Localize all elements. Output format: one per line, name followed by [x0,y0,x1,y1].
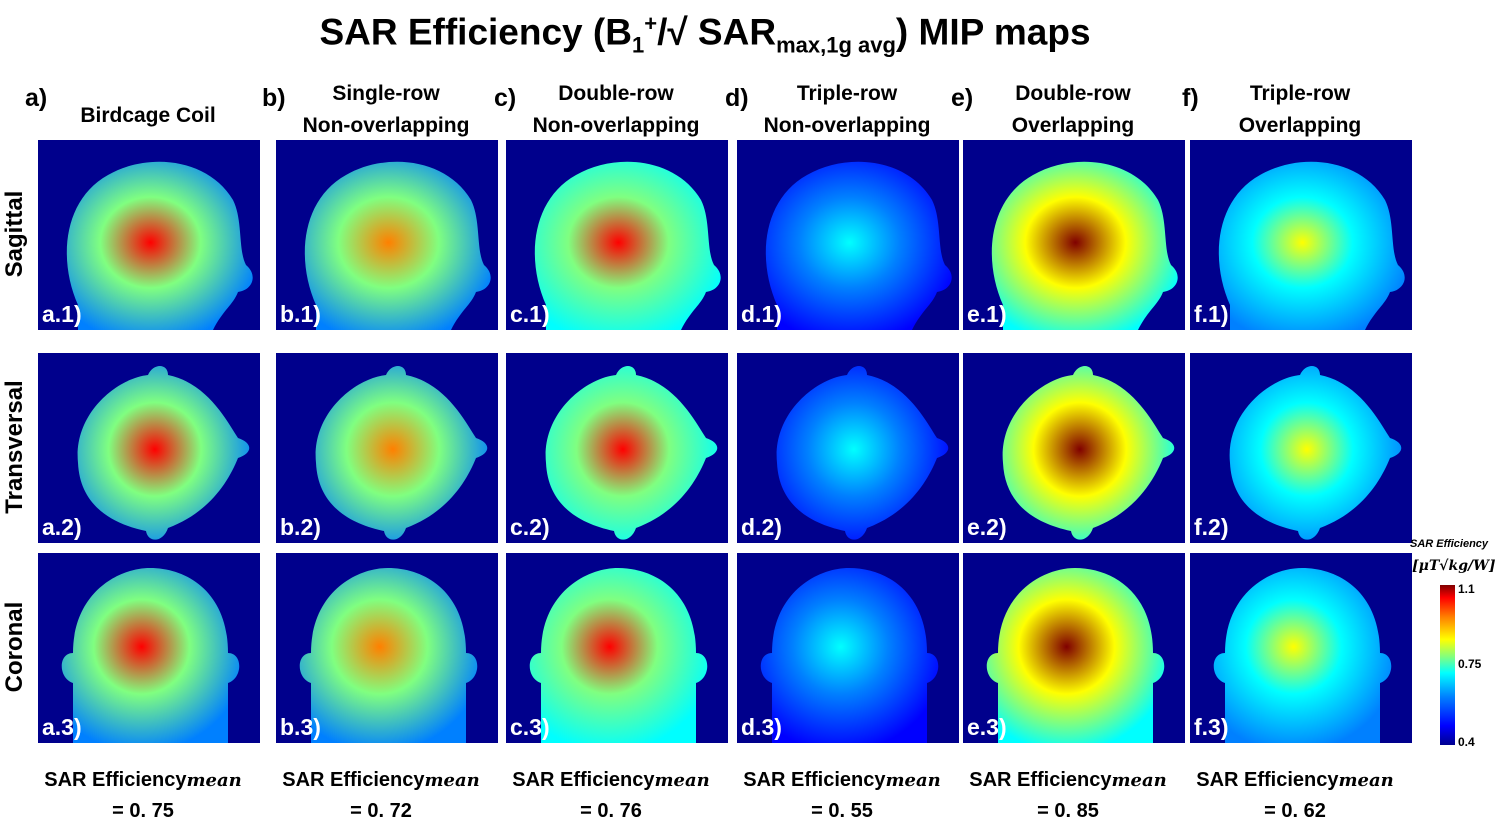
heatmap-head-region [760,568,939,743]
heatmap-head-region [77,366,250,540]
heatmap-panel: a.2) [38,353,260,543]
heatmap-head-region [1213,568,1392,743]
column-title: Triple-row Overlapping [1238,82,1362,137]
mean-sar-efficiency: SAR Efficiencymean = 0. 85 [969,769,1167,822]
heatmap-panel: f.3) [1190,553,1412,743]
column-letter: f) [1182,84,1199,112]
heatmap-head-region [529,568,708,743]
heatmap-panel: e.2) [963,353,1185,543]
heatmap-head-region [991,161,1178,330]
row-label-transversal: Transversal [1,380,28,514]
column-title: Double-row Overlapping [1011,82,1135,137]
mean-sar-efficiency: SAR Efficiencymean = 0. 72 [282,769,480,822]
mean-sar-efficiency: SAR Efficiencymean = 0. 62 [1196,769,1394,822]
heatmap-head-region [776,366,949,540]
heatmap-head-region [299,568,478,743]
column-title: Triple-row Non-overlapping [763,82,931,137]
panel-tag: b.1) [280,301,321,327]
heatmap-head-region [66,161,253,330]
heatmap-head-region [1229,366,1402,540]
panel-tag: a.1) [42,301,82,327]
mean-sar-efficiency: SAR Efficiencymean = 0. 75 [44,769,242,822]
panel-tag: e.1) [967,301,1007,327]
heatmap-panel: a.3) [38,553,260,743]
panel-tag: c.1) [510,301,550,327]
colorbar [1440,585,1455,745]
heatmap-head-region [1218,161,1405,330]
heatmap-panel: c.1) [506,140,728,330]
heatmap-panel: c.2) [506,353,728,543]
heatmap-panel: f.1) [1190,140,1412,330]
heatmap-panel: a.1) [38,140,260,330]
panel-tag: a.2) [42,514,82,540]
heatmap-panel: d.2) [737,353,959,543]
heatmap-panel: b.2) [276,353,498,543]
colorbar-title: SAR Efficiency [1410,538,1489,550]
panel-tag: e.3) [967,714,1007,740]
heatmap-panel: d.1) [737,140,959,330]
heatmap-head-region [534,161,721,330]
panel-tag: c.2) [510,514,550,540]
column-letter: e) [951,84,974,112]
column-letter: c) [494,84,517,112]
heatmap-head-region [1002,366,1175,540]
panel-tag: f.1) [1194,301,1229,327]
colorbar-unit: [μT√kg/W] [1412,558,1496,574]
column-title: Birdcage Coil [80,104,216,127]
heatmap-panel: f.2) [1190,353,1412,543]
heatmap-panel: b.1) [276,140,498,330]
panel-tag: e.2) [967,514,1007,540]
heatmap-panel: c.3) [506,553,728,743]
heatmap-head-region [765,161,952,330]
panel-tag: d.1) [741,301,782,327]
figure-title: SAR Efficiency (B1+/√ SARmax,1g avg) MIP… [319,11,1091,58]
heatmap-head-region [315,366,488,540]
heatmap-head-region [304,161,491,330]
heatmap-panel: e.3) [963,553,1185,743]
colorbar-tick-mid: 0.75 [1458,657,1482,671]
panel-tag: c.3) [510,714,550,740]
panel-tag: f.3) [1194,714,1229,740]
heatmap-head-region [545,366,718,540]
heatmap-panel: b.3) [276,553,498,743]
column-letter: b) [262,84,286,112]
panel-tag: b.3) [280,714,321,740]
column-letter: a) [25,84,48,112]
mean-sar-efficiency: SAR Efficiencymean = 0. 76 [512,769,710,822]
panel-tag: b.2) [280,514,321,540]
panel-tag: d.3) [741,714,782,740]
panel-tag: d.2) [741,514,782,540]
row-label-sagittal: Sagittal [1,190,28,278]
column-title: Double-row Non-overlapping [532,82,700,137]
mean-sar-efficiency: SAR Efficiencymean = 0. 55 [743,769,941,822]
panel-tag: a.3) [42,714,82,740]
heatmap-head-region [986,568,1165,743]
column-letter: d) [725,84,749,112]
colorbar-tick-max: 1.1 [1458,582,1475,596]
panel-tag: f.2) [1194,514,1229,540]
colorbar-tick-min: 0.4 [1458,735,1475,749]
column-title: Single-row Non-overlapping [302,82,470,137]
row-label-coronal: Coronal [1,601,28,693]
heatmap-head-region [61,568,240,743]
heatmap-panel: d.3) [737,553,959,743]
heatmap-panel: e.1) [963,140,1185,330]
